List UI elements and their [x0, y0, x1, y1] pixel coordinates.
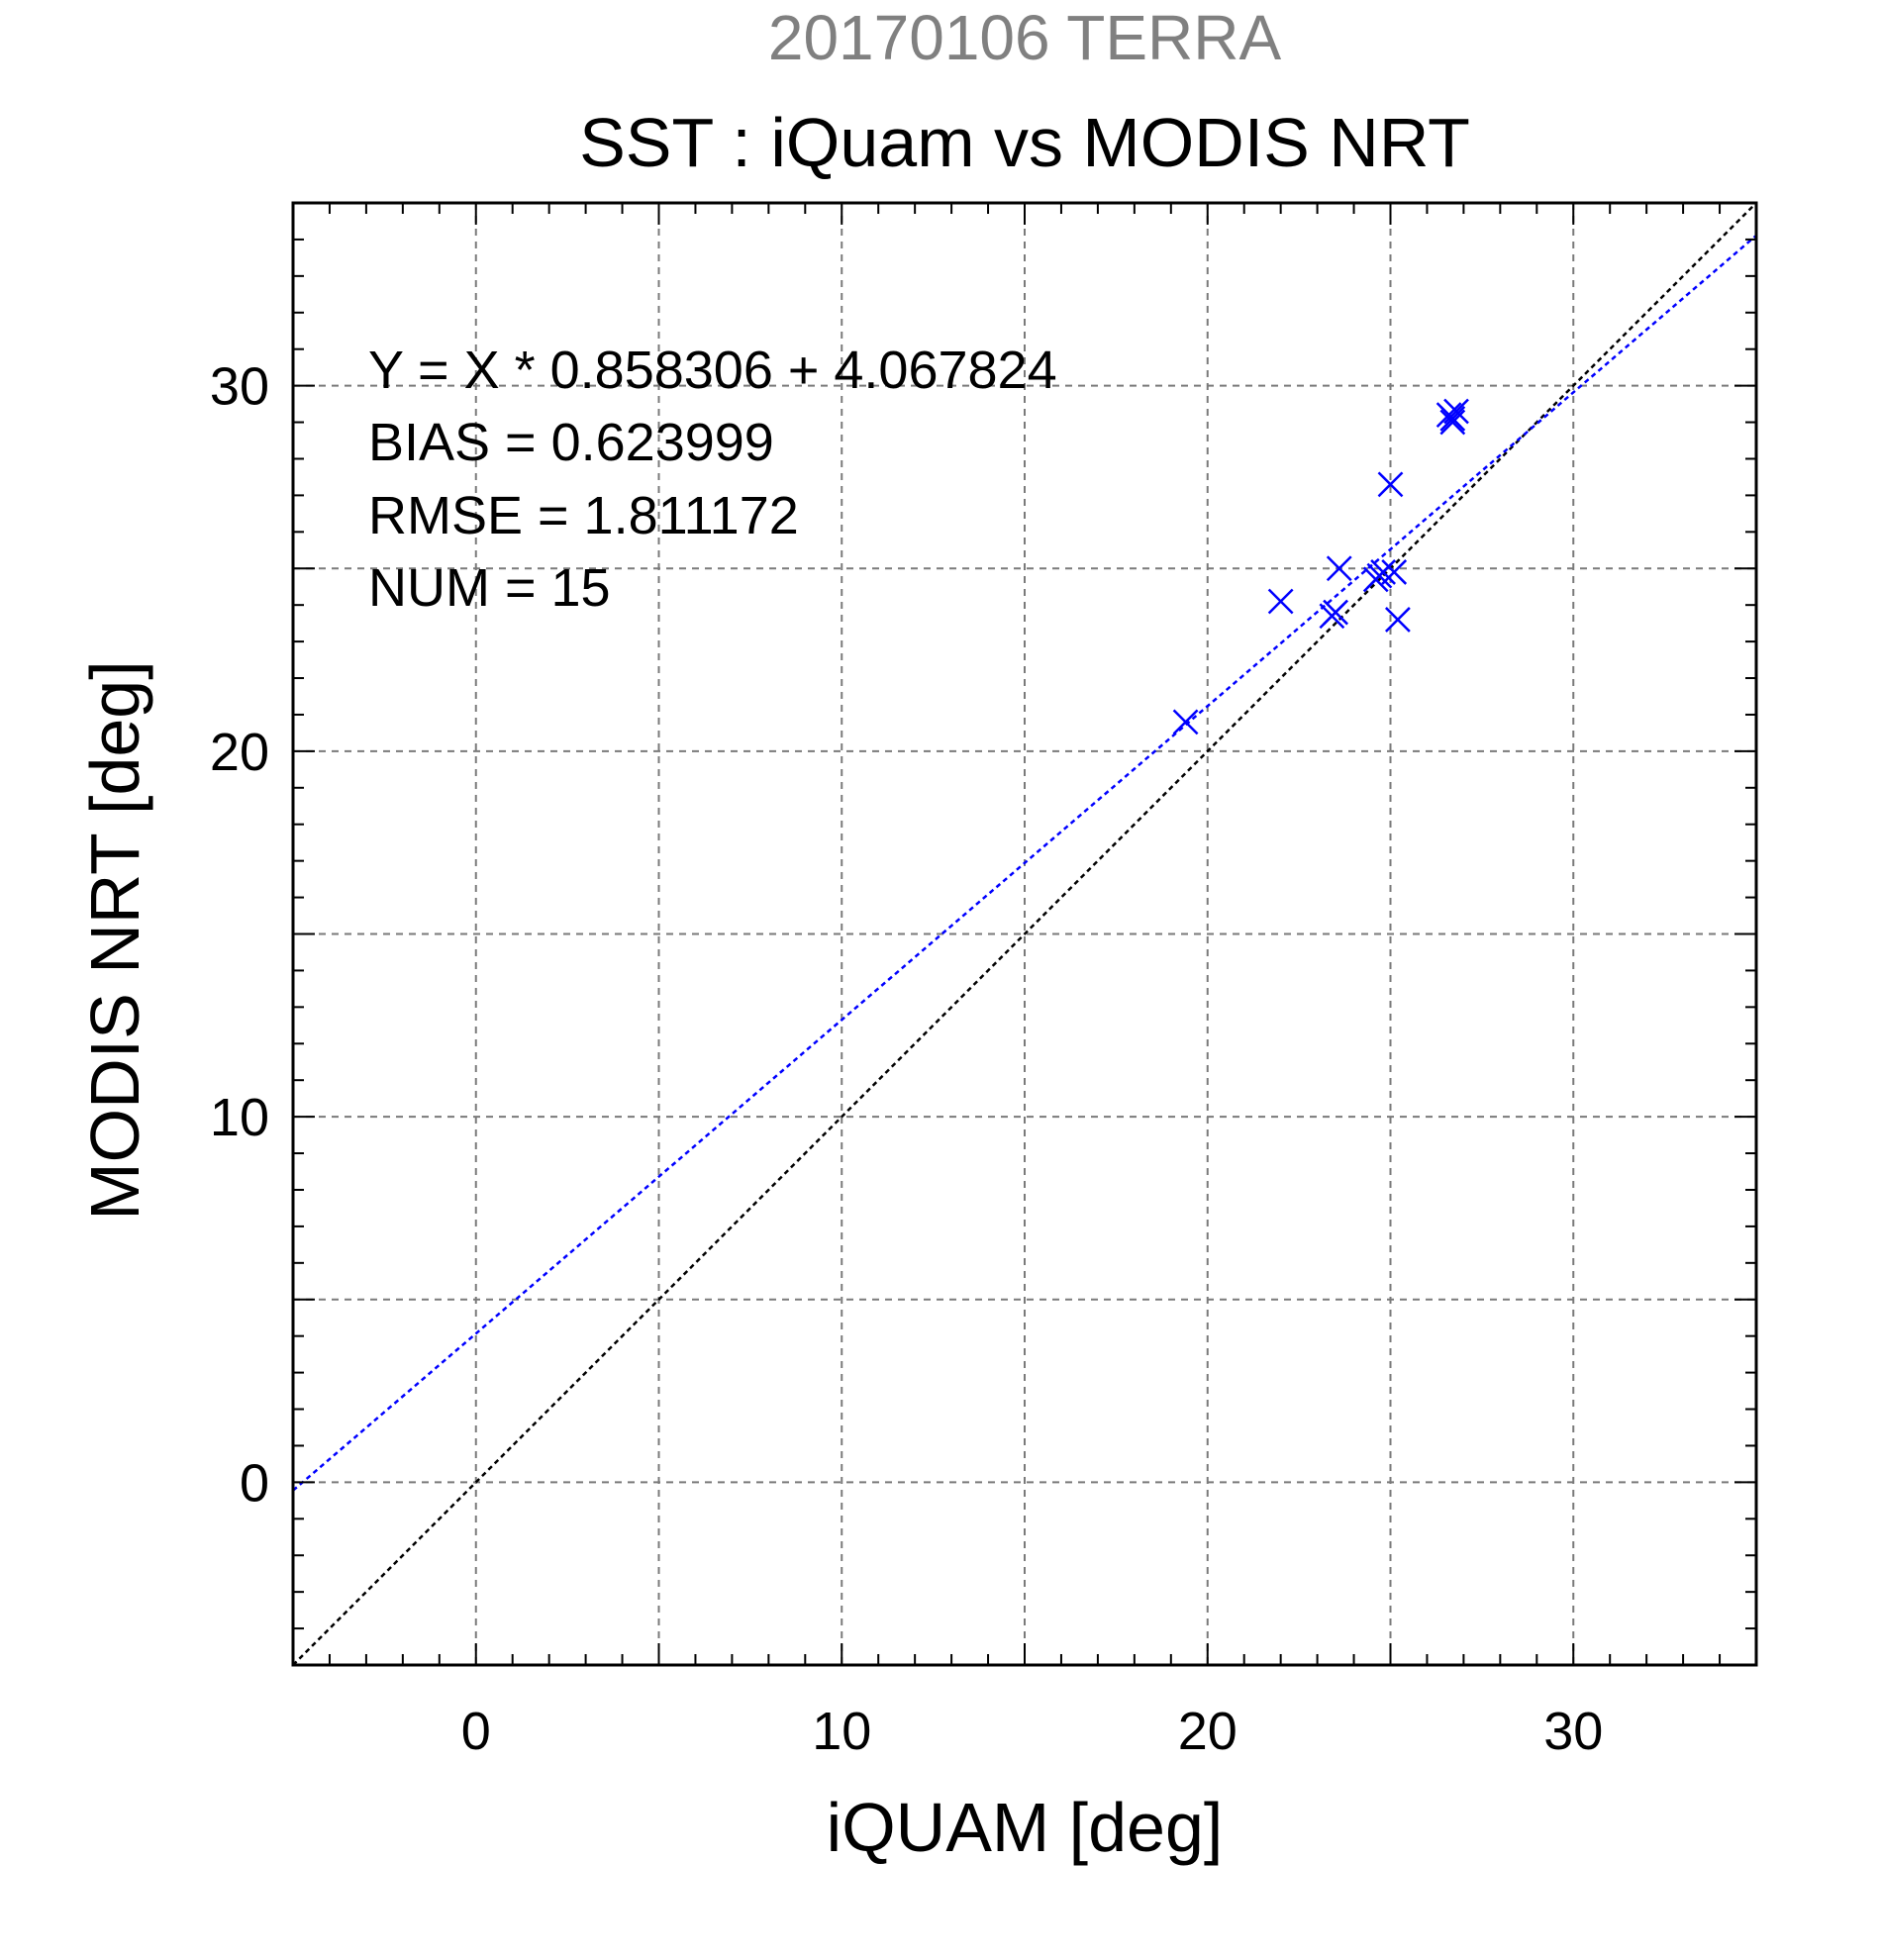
stats-equation: Y = X * 0.858306 + 4.067824 [368, 341, 1057, 400]
data-point [1267, 588, 1294, 615]
identity-line [292, 202, 1757, 1666]
data-point [1326, 555, 1352, 582]
data-point-stroke [1385, 607, 1411, 633]
reference-lines [292, 202, 1757, 1666]
y-tick-label: 30 [210, 357, 269, 417]
data-point [1385, 607, 1411, 633]
y-tick-label: 0 [240, 1453, 269, 1513]
data-point [1439, 405, 1466, 432]
x-axis-label: iQUAM [deg] [827, 1789, 1224, 1866]
stats-bias: BIAS = 0.623999 [368, 413, 774, 472]
data-points [1172, 398, 1469, 735]
x-tick-label: 30 [1543, 1702, 1603, 1761]
data-point [1366, 562, 1393, 589]
data-point-stroke [1172, 709, 1199, 735]
chart-supertitle: 20170106 TERRA [768, 2, 1282, 73]
x-tick-label: 10 [812, 1702, 871, 1761]
data-point [1377, 471, 1404, 498]
data-point-stroke [1439, 405, 1466, 432]
y-tick-label: 20 [210, 723, 269, 782]
y-axis-label: MODIS NRT [deg] [76, 660, 153, 1220]
stats-num: NUM = 15 [368, 558, 611, 618]
x-tick-label: 0 [461, 1702, 491, 1761]
data-point [1443, 398, 1469, 425]
plot-frame [291, 201, 1758, 1667]
fit-line [292, 234, 1757, 1492]
y-tick-label: 10 [210, 1088, 269, 1147]
data-point-stroke [1377, 471, 1404, 498]
data-point-stroke [1323, 599, 1348, 626]
data-point-stroke [1326, 555, 1352, 582]
data-point-stroke [1443, 398, 1469, 425]
x-tick-label: 20 [1178, 1702, 1238, 1761]
data-point [1323, 599, 1348, 626]
tick-labels: 0 10 20 30 0 10 20 30 [210, 357, 1603, 1761]
data-point [1381, 559, 1408, 585]
data-point [1172, 709, 1199, 735]
chart-title: SST : iQuam vs MODIS NRT [579, 104, 1470, 181]
data-point-stroke [1267, 588, 1294, 615]
stats-box: Y = X * 0.858306 + 4.067824 BIAS = 0.623… [368, 341, 1057, 618]
data-point-stroke [1366, 562, 1393, 589]
stats-rmse: RMSE = 1.811172 [368, 486, 799, 545]
data-point-stroke [1381, 559, 1408, 585]
